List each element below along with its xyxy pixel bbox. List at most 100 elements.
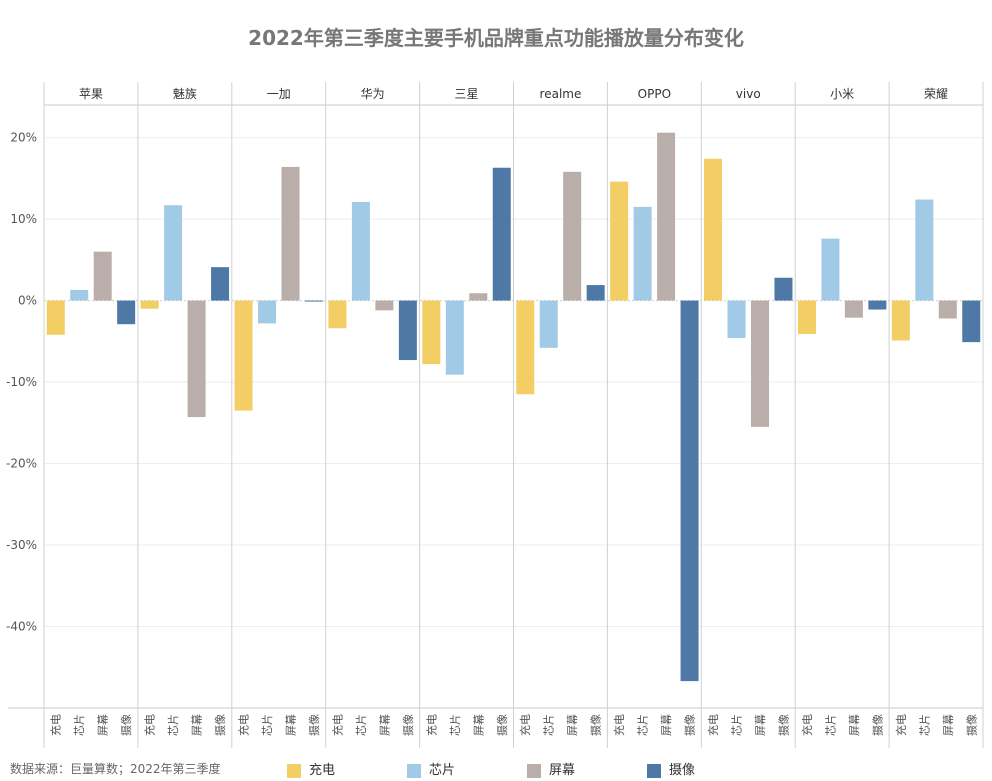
bar [774,277,793,301]
x-tick-label: 充电 [894,714,908,736]
x-tick-label: 芯片 [823,714,837,736]
bar [938,300,957,319]
bar [750,300,769,427]
y-tick-label: 10% [10,212,37,226]
x-tick-label: 芯片 [166,714,180,736]
x-tick-label: 摄像 [683,714,697,736]
y-tick-label: -10% [6,375,37,389]
y-tick-label: 0% [18,294,37,308]
bar [93,251,112,301]
x-tick-label: 摄像 [870,714,884,736]
bar [868,300,887,310]
bar [563,171,582,301]
legend-swatch-chip [407,763,421,778]
x-tick-label: 屏幕 [753,714,767,736]
panel-header: 荣耀 [924,87,948,101]
x-tick-label: 充电 [424,714,438,736]
x-tick-label: 摄像 [307,714,321,736]
bar [844,300,863,318]
bar [375,300,394,311]
panel-header: 小米 [830,87,854,101]
x-tick-label: 芯片 [260,714,274,736]
x-tick-label: 芯片 [730,714,744,736]
bar [657,132,676,301]
x-tick-label: 屏幕 [96,714,110,736]
bar [704,158,723,301]
x-tick-label: 摄像 [495,714,509,736]
x-tick-label: 屏幕 [565,714,579,736]
x-tick-label: 摄像 [213,714,227,736]
x-tick-label: 充电 [143,714,157,736]
x-tick-label: 芯片 [72,714,86,736]
legend-item-charge: 充电 [287,759,336,778]
legend-label-screen: 屏幕 [549,763,576,778]
bar [46,300,65,335]
chart-title: 2022年第三季度主要手机品牌重点功能播放量分布变化 [248,26,744,50]
x-tick-label: 摄像 [589,714,603,736]
bar [70,289,89,301]
y-tick-label: -20% [6,457,37,471]
x-tick-label: 芯片 [354,714,368,736]
bar [962,300,981,343]
bar [539,300,558,348]
x-tick-label: 屏幕 [471,714,485,736]
legend-swatch-camera [647,763,661,778]
x-tick-label: 充电 [330,714,344,736]
bar [680,300,699,682]
x-tick-label: 芯片 [917,714,931,736]
bar [164,205,183,301]
legend-label-camera: 摄像 [669,763,696,778]
bar [258,300,277,324]
legend-label-charge: 充电 [309,763,336,778]
panel-header: 华为 [361,87,385,101]
x-tick-label: 充电 [49,714,63,736]
bar [610,181,629,301]
bar [187,300,206,418]
bar [304,300,323,302]
legend-swatch-charge [287,763,301,778]
x-tick-label: 芯片 [636,714,650,736]
panel-header: 魅族 [173,86,197,101]
x-tick-label: 屏幕 [847,714,861,736]
x-tick-label: 充电 [518,714,532,736]
legend-item-screen: 屏幕 [527,759,576,778]
x-tick-label: 屏幕 [283,714,297,736]
x-tick-label: 屏幕 [941,714,955,736]
bar [492,167,511,301]
bar [516,300,535,395]
panel-header: 三星 [455,87,479,101]
bar [633,206,652,301]
x-tick-label: 充电 [237,714,251,736]
bar [281,166,300,301]
x-tick-label: 芯片 [542,714,556,736]
bars-layer [46,132,981,682]
panel-header: 苹果 [79,87,103,101]
x-tick-label: 摄像 [964,714,978,736]
bar [915,199,934,301]
bar [586,285,605,301]
x-tick-label: 充电 [800,714,814,736]
y-tick-label: 20% [10,131,37,145]
x-tick-label: 摄像 [776,714,790,736]
bar [445,300,464,375]
panel-header: realme [540,87,582,101]
panel-header: vivo [736,87,761,101]
bar [117,300,136,325]
legend-item-chip: 芯片 [407,759,456,778]
y-tick-label: -40% [6,620,37,634]
x-tick-label: 摄像 [119,714,133,736]
legend-swatch-screen [527,763,541,778]
bar [351,201,370,301]
panel-header: OPPO [638,87,671,101]
panel-header: 一加 [267,87,291,101]
y-tick-label: -30% [6,538,37,552]
bar [797,300,816,334]
legend-item-camera: 摄像 [647,759,696,778]
x-tick-label: 充电 [706,714,720,736]
bar [398,300,417,361]
legend-label-chip: 芯片 [429,763,456,778]
bar [234,300,253,411]
bar [891,300,910,341]
